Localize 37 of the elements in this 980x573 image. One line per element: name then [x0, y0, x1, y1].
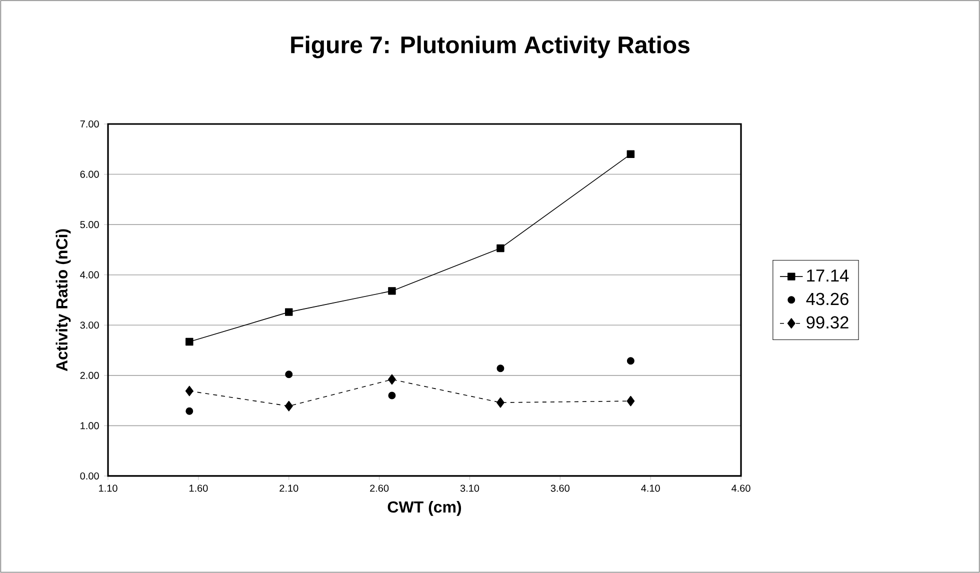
point [626, 357, 634, 365]
point [388, 392, 396, 400]
y-tick-label: 7.00 [80, 120, 99, 128]
x-tick-label: 3.10 [460, 484, 480, 492]
point [496, 397, 504, 408]
point [388, 287, 396, 295]
y-tick-label: 2.00 [80, 372, 99, 379]
x-tick-label: 2.60 [370, 484, 389, 492]
point [496, 244, 504, 252]
x-tick-label: 1.10 [99, 484, 118, 492]
y-tick-label: 5.00 [80, 221, 99, 228]
point [626, 150, 635, 158]
point [186, 407, 194, 415]
x-tick-label: 4.10 [641, 484, 660, 492]
y-tick-label: 6.00 [80, 170, 99, 178]
point [496, 364, 504, 372]
point [626, 396, 635, 406]
y-tick-label: 3.00 [80, 322, 99, 329]
x-axis-title: CWT (cm) [388, 500, 462, 516]
point [388, 374, 396, 385]
legend-label: 17.14 [807, 270, 849, 282]
y-tick-label: 4.00 [80, 271, 99, 278]
x-tick-label: 4.60 [732, 484, 750, 492]
legend-label: 43.26 [806, 292, 848, 306]
point [284, 308, 293, 316]
x-tick-label: 1.60 [189, 484, 208, 492]
point [284, 400, 293, 412]
point [185, 386, 194, 396]
point [285, 370, 293, 378]
legend-label: 99.32 [806, 316, 848, 329]
y-tick-label: 0.00 [80, 472, 99, 480]
x-tick-label: 2.10 [280, 484, 298, 492]
x-tick-label: 3.60 [550, 484, 570, 492]
point [186, 338, 194, 346]
chart-title: Figure 7: Plutonium Activity Ratios [291, 36, 690, 58]
y-tick-label: 1.00 [80, 422, 99, 430]
y-axis-title: Activity Ratio (nCi) [56, 229, 71, 372]
